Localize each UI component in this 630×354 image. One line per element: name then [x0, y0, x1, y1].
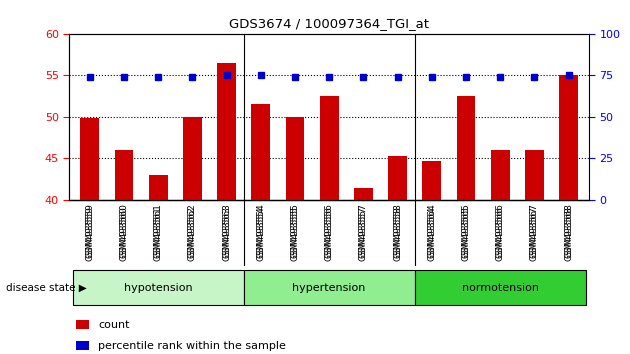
Text: disease state ▶: disease state ▶	[6, 282, 87, 293]
Bar	[115, 150, 134, 200]
Bar	[559, 75, 578, 200]
Text: GSM493559: GSM493559	[85, 203, 94, 258]
Bar	[525, 150, 544, 200]
Text: GSM493565: GSM493565	[461, 203, 471, 258]
FancyBboxPatch shape	[244, 270, 415, 306]
Bar	[422, 161, 441, 200]
Bar	[388, 156, 407, 200]
Text: hypotension: hypotension	[124, 282, 193, 293]
Text: GSM493568: GSM493568	[564, 203, 573, 258]
Bar	[320, 96, 338, 200]
Text: GSM493560: GSM493560	[120, 203, 129, 258]
Bar	[354, 188, 373, 200]
Text: GSM493557: GSM493557	[359, 203, 368, 258]
Text: GSM493554: GSM493554	[256, 203, 265, 258]
FancyBboxPatch shape	[415, 270, 586, 306]
Text: GSM493563: GSM493563	[222, 203, 231, 258]
Bar	[76, 341, 89, 350]
Bar	[217, 63, 236, 200]
Text: normotension: normotension	[462, 282, 539, 293]
Text: GSM493562: GSM493562	[188, 203, 197, 258]
Bar	[251, 104, 270, 200]
Text: hypertension: hypertension	[292, 282, 366, 293]
Text: GSM493555: GSM493555	[290, 203, 299, 258]
FancyBboxPatch shape	[72, 270, 244, 306]
Bar	[81, 119, 99, 200]
Title: GDS3674 / 100097364_TGI_at: GDS3674 / 100097364_TGI_at	[229, 17, 429, 30]
Text: GSM493567: GSM493567	[530, 203, 539, 258]
Text: GSM493556: GSM493556	[324, 203, 334, 258]
Bar	[149, 175, 168, 200]
Text: percentile rank within the sample: percentile rank within the sample	[98, 341, 286, 351]
Bar	[457, 96, 476, 200]
Text: GSM493564: GSM493564	[427, 203, 436, 258]
Text: count: count	[98, 320, 130, 330]
Bar	[285, 117, 304, 200]
Text: GSM493561: GSM493561	[154, 203, 163, 258]
Text: GSM493558: GSM493558	[393, 203, 402, 258]
Bar	[76, 320, 89, 329]
Bar	[183, 117, 202, 200]
Bar	[491, 150, 510, 200]
Text: GSM493566: GSM493566	[496, 203, 505, 258]
